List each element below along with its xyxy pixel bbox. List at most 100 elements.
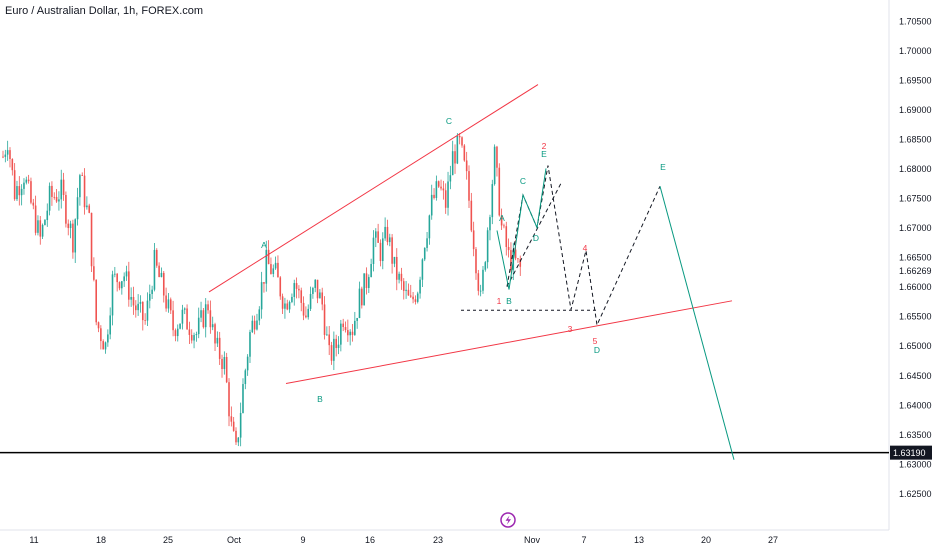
candle-body: [402, 281, 405, 291]
candle-body: [496, 146, 498, 168]
candle-body: [214, 324, 216, 344]
tradingview-logo[interactable]: [500, 512, 516, 528]
lightning-bolt-icon[interactable]: [500, 512, 516, 528]
candle-body: [395, 256, 398, 280]
wave-label-red: 5: [593, 336, 598, 346]
candle-body: [391, 237, 393, 264]
candle-body: [279, 277, 282, 297]
candle-body: [307, 308, 310, 318]
candle-body: [55, 196, 58, 202]
candle-body: [321, 292, 324, 305]
candle-body: [139, 301, 142, 304]
candle-body: [477, 273, 480, 291]
candle-body: [386, 226, 389, 243]
candle-body: [176, 328, 179, 337]
candle-body: [475, 249, 477, 274]
candle-body: [326, 334, 328, 336]
candle-body: [440, 186, 442, 189]
candle-body: [470, 200, 473, 231]
price-tick: 1.68000: [899, 164, 932, 174]
candle-body: [398, 273, 400, 280]
candle-body: [209, 310, 212, 328]
candle-body: [218, 337, 221, 359]
candle-body: [46, 210, 49, 221]
price-tick: 1.64000: [899, 400, 932, 410]
candle-body: [423, 247, 426, 260]
time-tick: 27: [768, 535, 778, 545]
candle-body: [65, 194, 67, 224]
candle-body: [111, 274, 114, 316]
candlestick-series: [2, 132, 522, 447]
candle-body: [169, 299, 172, 311]
candle-body: [188, 329, 191, 335]
time-tick: 18: [96, 535, 106, 545]
candle-body: [23, 182, 25, 189]
candle-body: [347, 330, 349, 336]
candle-body: [426, 238, 428, 248]
candle-body: [132, 297, 135, 306]
candle-body: [72, 223, 74, 253]
candle-body: [200, 310, 202, 318]
candle-body: [302, 302, 305, 316]
candle-body: [155, 249, 158, 266]
green-projection-line: [659, 186, 735, 460]
candle-body: [41, 224, 44, 237]
candle-body: [486, 230, 489, 263]
candle-body: [2, 156, 4, 158]
candle-body: [58, 199, 60, 202]
candle-body: [83, 175, 86, 208]
candle-body: [246, 356, 249, 371]
candle-body: [507, 246, 510, 251]
candle-body: [358, 288, 361, 319]
candle-body: [211, 324, 214, 328]
candle-body: [30, 181, 32, 203]
candle-body: [361, 288, 363, 306]
lower-trendline: [285, 300, 733, 385]
candle-body: [174, 330, 177, 337]
candle-body: [356, 318, 358, 321]
candle-body: [435, 181, 438, 198]
candle-body: [144, 320, 146, 321]
candle-body: [454, 151, 456, 164]
candle-body: [333, 338, 335, 361]
candle-body: [412, 296, 414, 300]
candle-body: [130, 297, 132, 300]
candle-body: [493, 146, 496, 185]
candle-body: [323, 304, 326, 335]
wave-label-red: 1: [497, 296, 502, 306]
price-tick: 1.70000: [899, 46, 932, 56]
candle-body: [272, 268, 275, 274]
wave-label-green: E: [660, 162, 666, 172]
wave-label-green: D: [533, 233, 539, 243]
candle-body: [312, 287, 314, 294]
candle-body: [363, 273, 365, 306]
candle-body: [160, 272, 163, 278]
time-tick: 7: [581, 535, 586, 545]
price-axis[interactable]: 1.70500 1.70000 1.69500 1.69000 1.68500 1.680…: [890, 16, 932, 499]
candle-body: [53, 196, 56, 198]
candle-body: [451, 151, 454, 176]
upper-trendline: [208, 84, 539, 293]
candle-body: [121, 281, 123, 289]
price-tick: 1.69000: [899, 105, 932, 115]
candle-body: [519, 259, 522, 267]
candle-body: [277, 262, 279, 278]
candle-body: [190, 334, 193, 341]
candle-body: [267, 249, 270, 265]
candle-body: [482, 269, 484, 291]
candle-body: [489, 217, 491, 231]
candle-body: [242, 384, 244, 414]
candle-body: [444, 190, 447, 208]
time-tick: Oct: [227, 535, 242, 545]
price-tick: 1.66000: [899, 282, 932, 292]
candle-body: [344, 327, 347, 331]
candle-body: [118, 282, 121, 289]
candle-body: [186, 308, 188, 330]
candle-body: [195, 334, 198, 336]
candle-body: [330, 345, 333, 361]
candle-body: [491, 184, 494, 218]
candle-body: [263, 282, 265, 284]
candle-body: [484, 262, 487, 270]
time-axis[interactable]: 11 18 25 Oct 9 16 23 Nov 7 13 20 27: [29, 535, 778, 545]
